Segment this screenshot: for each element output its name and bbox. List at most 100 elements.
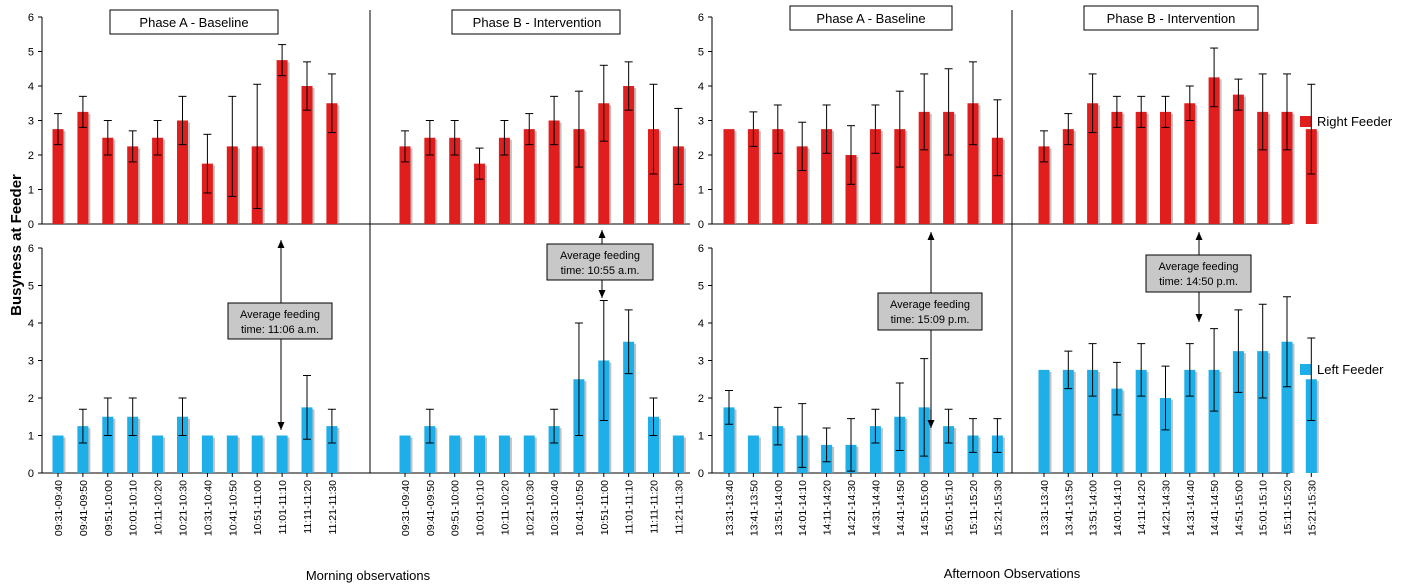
annotation-text-line1: Average feeding [1159,261,1239,273]
x-tick-label: 14:11-14:20 [1136,480,1148,535]
bar-left-feeder [326,426,338,473]
y-tick-label: 3 [28,116,34,128]
phase-label: Phase A - Baseline [139,15,248,30]
annotation-box [1145,254,1252,293]
bar-right-feeder [869,129,881,224]
y-tick-label: 2 [28,150,34,162]
bar-right-feeder [1135,111,1147,224]
x-tick-label: 10:41-10:50 [227,480,239,536]
bar-left-feeder [251,435,263,473]
bar-right-feeder [52,129,64,224]
bar-left-feeder [1305,379,1317,473]
x-tick-label: 15:11-15:20 [968,480,980,535]
bar-left-feeder [943,426,955,473]
phase-label: Phase B - Intervention [473,15,602,30]
bar-left-feeder [1232,351,1244,473]
bar-left-feeder [1184,369,1196,473]
bar-right-feeder [449,137,461,224]
bar-left-feeder [474,435,486,473]
legend-swatch-left [1300,364,1311,375]
phase-label-box [451,9,621,35]
y-tick-label: 6 [698,243,704,255]
y-tick-label: 0 [28,219,34,231]
bar-right-feeder [1184,103,1196,224]
x-tick-label: 10:11-10:20 [499,480,511,535]
bar-right-feeder [1111,111,1123,224]
bar-right-feeder [201,163,213,224]
bar-right-feeder [918,111,930,224]
x-tick-label: 11:01-11:10 [624,480,636,535]
bar-right-feeder [399,146,411,224]
bar-right-feeder [474,163,486,224]
bar-left-feeder [52,435,64,473]
annotation-arrowhead [927,420,935,428]
bar-left-feeder [548,426,560,473]
bar-left-feeder [672,435,684,473]
annotation-text-line2: time: 15:09 p.m. [891,314,970,326]
annotation-box [877,292,983,331]
annotation-text-line2: time: 14:50 p.m. [1159,276,1238,288]
bar-left-feeder [723,407,735,473]
x-tick-label: 09:41-09:50 [425,480,437,536]
bar-right-feeder [1087,103,1099,224]
y-tick-label: 4 [28,318,34,330]
bar-right-feeder [723,129,735,224]
annotation-arrowhead [598,230,606,238]
bar-right-feeder [1281,111,1293,224]
y-tick-label: 0 [698,468,704,480]
y-tick-label: 5 [698,281,704,293]
x-tick-label: 13:41-13:50 [1063,480,1075,536]
y-tick-label: 6 [28,243,34,255]
x-tick-label: 10:01-10:10 [475,480,487,536]
chart-block-afternoon: 0 1 2 3 4 5 6 0 1 2 3 4 5 6 Phase A - Baseline Phase B … [698,5,1319,536]
bar-left-feeder [276,435,288,473]
x-tick-label: 14:01-14:10 [1112,480,1124,536]
legend-label-left: Left Feeder [1317,362,1384,377]
x-tick-label: 14:31-14:40 [1185,480,1197,536]
bar-right-feeder [152,137,164,224]
bar-right-feeder [967,103,979,224]
bar-right-feeder [1257,111,1269,224]
legend-swatch-right [1300,116,1311,127]
bar-right-feeder [498,137,510,224]
annotation-text-line2: time: 10:55 a.m. [561,265,640,277]
x-tick-label: 14:41-14:50 [895,480,907,536]
phase-label-box [1083,5,1259,31]
annotation-arrowhead [1195,314,1203,322]
x-tick-label: 10:21-10:30 [524,480,536,536]
bar-right-feeder [845,155,857,224]
annotation-arrowhead [598,290,606,298]
annotation-text-line1: Average feeding [890,299,970,311]
y-tick-label: 1 [698,431,704,443]
bar-right-feeder [573,129,585,224]
bar-left-feeder [226,435,238,473]
y-tick-label: 5 [28,281,34,293]
bar-right-feeder [127,146,139,224]
annotation-text-line2: time: 11:06 a.m. [241,324,319,336]
bar-left-feeder [1135,369,1147,473]
annotation-text-line1: Average feeding [560,250,640,262]
y-tick-label: 3 [28,356,34,368]
x-tick-label: 11:11-11:20 [649,480,661,534]
y-tick-label: 0 [28,468,34,480]
bar-left-feeder [967,435,979,473]
y-tick-label: 4 [698,81,704,93]
x-tick-label: 15:21-15:30 [992,480,1004,536]
bar-left-feeder [1208,369,1220,473]
bar-left-feeder [623,341,635,473]
y-tick-label: 2 [28,393,34,405]
x-tick-label: 09:41-09:50 [78,480,90,536]
bar-left-feeder [1038,369,1050,473]
bar-left-feeder [77,426,89,473]
bar-left-feeder [523,435,535,473]
bar-right-feeder [991,137,1003,224]
x-tick-label: 15:11-15:20 [1282,480,1294,535]
chart-block-morning: 0 1 2 3 4 5 6 0 1 2 3 4 5 6 Phase A - Baseline Phase B … [28,9,690,536]
x-tick-label: 09:31-09:40 [400,480,412,536]
bar-right-feeder [672,146,684,224]
x-tick-label: 14:41-14:50 [1209,480,1221,536]
y-tick-label: 3 [698,116,704,128]
bar-right-feeder [1160,111,1171,224]
legend-label-right: Right Feeder [1317,114,1393,129]
